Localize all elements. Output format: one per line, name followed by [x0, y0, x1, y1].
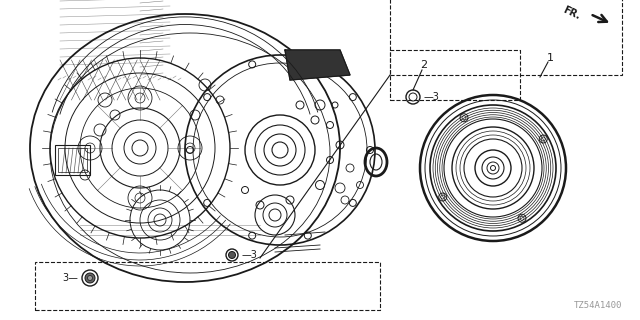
- Polygon shape: [285, 50, 350, 80]
- Text: —3: —3: [242, 250, 258, 260]
- Circle shape: [88, 276, 93, 281]
- Text: 3—: 3—: [62, 273, 78, 283]
- Bar: [35, 262, 380, 310]
- Text: TZ54A1400: TZ54A1400: [573, 301, 622, 310]
- Text: 2: 2: [420, 60, 428, 70]
- Text: FR.: FR.: [561, 5, 582, 21]
- Bar: [390, 50, 520, 100]
- Text: —3: —3: [424, 92, 440, 102]
- Bar: [55, 145, 90, 175]
- Circle shape: [228, 252, 236, 259]
- Text: 1: 1: [547, 53, 554, 63]
- Bar: [390, 0, 622, 75]
- Circle shape: [85, 273, 95, 283]
- Bar: [58, 148, 87, 172]
